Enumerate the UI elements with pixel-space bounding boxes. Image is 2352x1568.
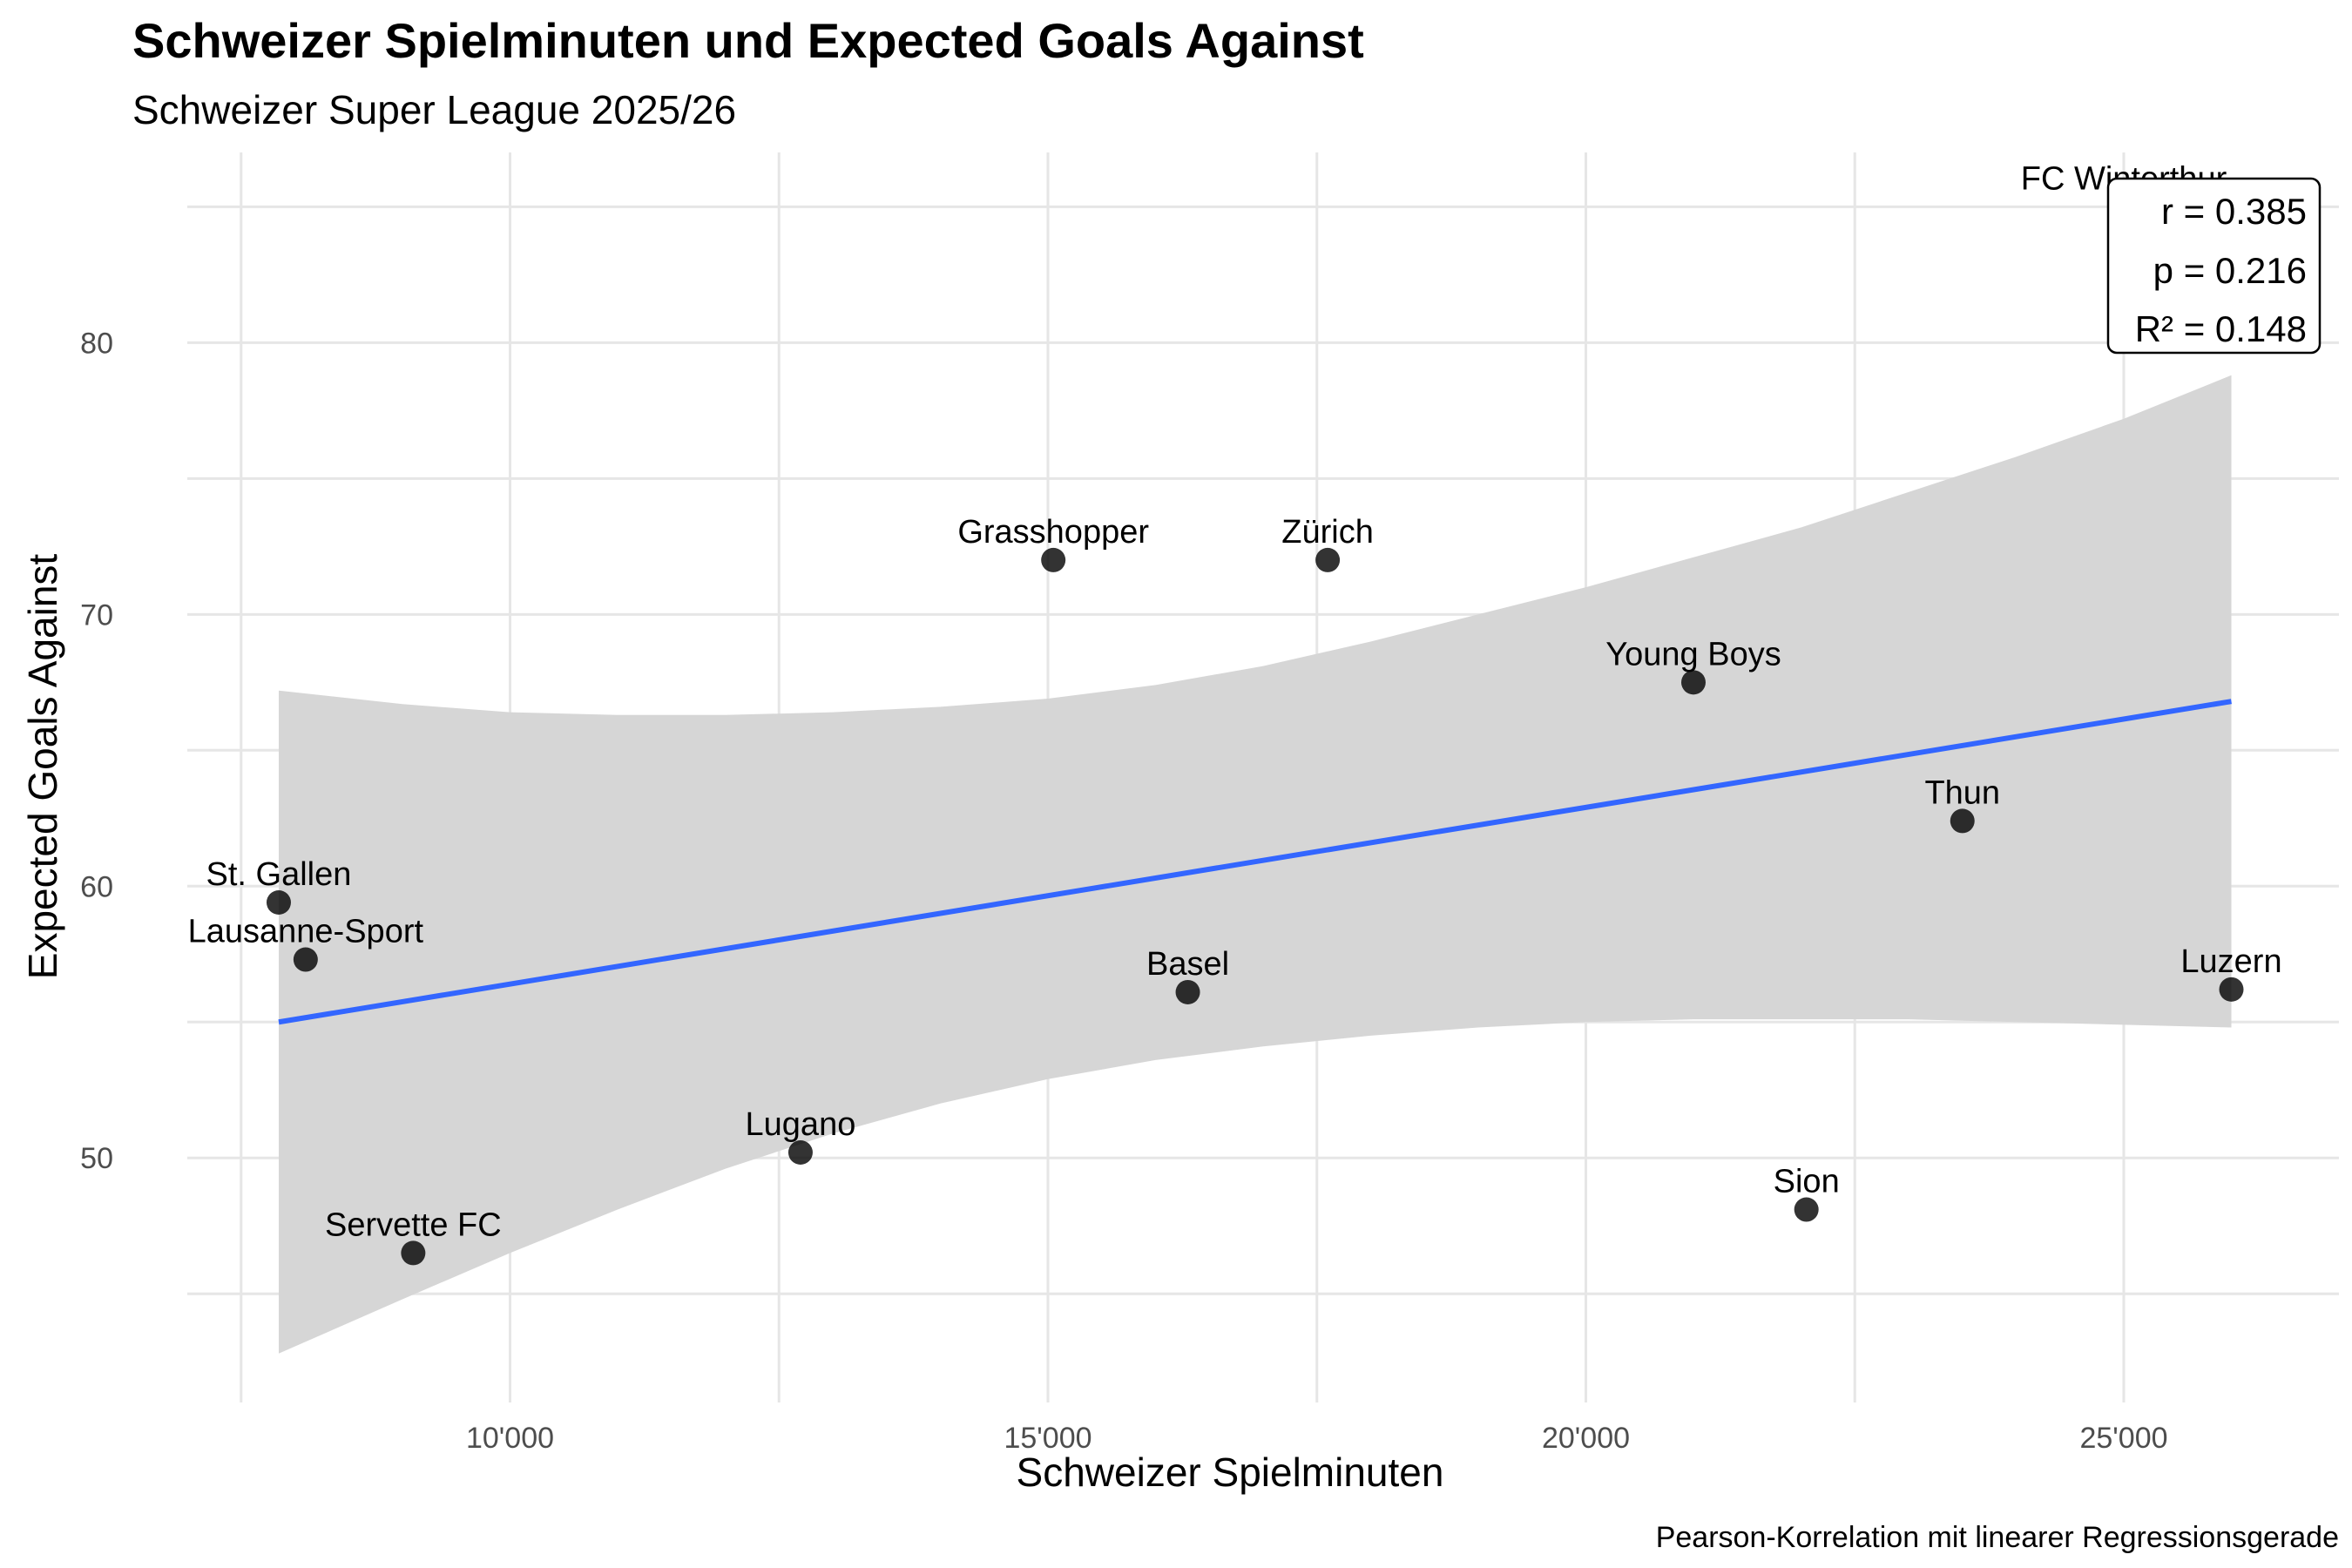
point-label: Zürich [1281, 514, 1374, 551]
chart-subtitle: Schweizer Super League 2025/26 [132, 87, 736, 132]
confidence-band [279, 375, 2232, 1354]
point-label: Lausanne-Sport [188, 914, 424, 950]
regression-line [278, 699, 2232, 1025]
chart-title: Schweizer Spielminuten und Expected Goal… [132, 13, 1364, 68]
point-label: Basel [1146, 946, 1229, 983]
point-label: Thun [1924, 774, 2000, 811]
x-tick-label: 25'000 [2079, 1422, 2167, 1455]
regression-layer [278, 699, 2232, 1025]
y-tick-label: 80 [80, 327, 113, 360]
x-ticks-layer: 10'000 15'000 20'000 25'000 [466, 1422, 2168, 1455]
data-point [266, 890, 291, 915]
x-tick-label: 20'000 [1542, 1422, 1630, 1455]
data-point [1681, 670, 1706, 695]
point-label: Servette FC [325, 1206, 502, 1243]
y-tick-label: 70 [80, 598, 113, 632]
point-label: Grasshopper [957, 514, 1149, 551]
data-point [1315, 547, 1341, 572]
point-label: St. Gallen [206, 856, 352, 893]
stat-r: r = 0.385 [2161, 191, 2307, 232]
stat-r-squared: R² = 0.148 [2135, 308, 2307, 349]
x-tick-label: 10'000 [466, 1422, 554, 1455]
data-point [787, 1140, 813, 1165]
data-point [293, 947, 318, 972]
stats-box-frame [2106, 177, 2322, 355]
data-point [1794, 1197, 1819, 1222]
point-label: Young Boys [1605, 636, 1781, 672]
data-point [1950, 808, 1975, 834]
point-label: Sion [1774, 1164, 1840, 1200]
stats-box: r = 0.385 p = 0.216 R² = 0.148 [2106, 177, 2322, 355]
data-point [1175, 979, 1200, 1004]
x-tick-label: 15'000 [1004, 1422, 1092, 1455]
data-point [1041, 547, 1066, 572]
point-label: Lugano [746, 1106, 856, 1143]
data-point [401, 1240, 426, 1266]
y-ticks-layer: 50 60 70 80 [80, 327, 113, 1175]
x-axis-title: Schweizer Spielminuten [1017, 1450, 1444, 1495]
data-point [2219, 977, 2244, 1002]
y-tick-label: 50 [80, 1142, 113, 1175]
chart-caption: Pearson-Korrelation mit linearer Regress… [1656, 1521, 2339, 1554]
point-label: Luzern [2180, 943, 2281, 980]
y-tick-label: 60 [80, 870, 113, 903]
confidence-band-layer [279, 375, 2232, 1354]
stat-p: p = 0.216 [2153, 250, 2307, 291]
y-axis-title: Expected Goals Against [20, 554, 65, 980]
